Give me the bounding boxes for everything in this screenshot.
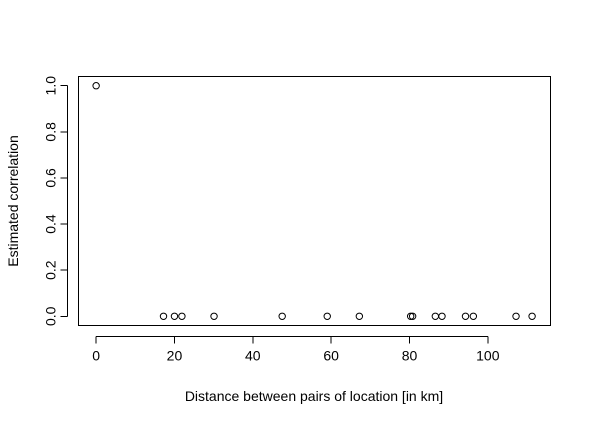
data-point xyxy=(170,312,179,320)
data-point xyxy=(469,312,478,320)
data-point xyxy=(408,312,417,320)
y-axis: 0.0 0.2 0.4 0.6 0.8 1.0 xyxy=(43,76,68,326)
y-tick-label: 0.4 xyxy=(43,214,59,234)
x-tick-label: 80 xyxy=(402,348,418,364)
x-axis: 0 20 40 60 80 100 xyxy=(92,336,500,364)
data-point xyxy=(210,312,218,320)
data-point xyxy=(278,312,286,320)
x-axis-label: Distance between pairs of location [in k… xyxy=(185,388,443,404)
data-point xyxy=(431,312,440,320)
data-point xyxy=(528,312,536,320)
data-point xyxy=(438,312,446,320)
plot-frame xyxy=(78,76,551,326)
x-tick-label: 0 xyxy=(92,348,100,364)
y-tick-label: 0.6 xyxy=(43,168,59,188)
x-tick-label: 40 xyxy=(245,348,261,364)
y-tick-label: 0.0 xyxy=(43,306,59,326)
data-point xyxy=(159,312,168,320)
data-point xyxy=(406,312,415,320)
data-point xyxy=(92,82,100,90)
y-axis-label: Estimated correlation xyxy=(5,135,21,267)
data-point xyxy=(178,312,186,320)
data-point xyxy=(323,312,331,320)
x-tick-label: 20 xyxy=(167,348,183,364)
x-tick-label: 100 xyxy=(476,348,500,364)
data-point xyxy=(461,312,470,320)
y-tick-label: 0.8 xyxy=(43,122,59,142)
x-tick-label: 60 xyxy=(323,348,339,364)
y-tick-label: 1.0 xyxy=(43,76,59,96)
data-point xyxy=(355,312,364,320)
points-layer xyxy=(92,82,536,320)
y-tick-label: 0.2 xyxy=(43,260,59,280)
data-point xyxy=(512,312,520,320)
